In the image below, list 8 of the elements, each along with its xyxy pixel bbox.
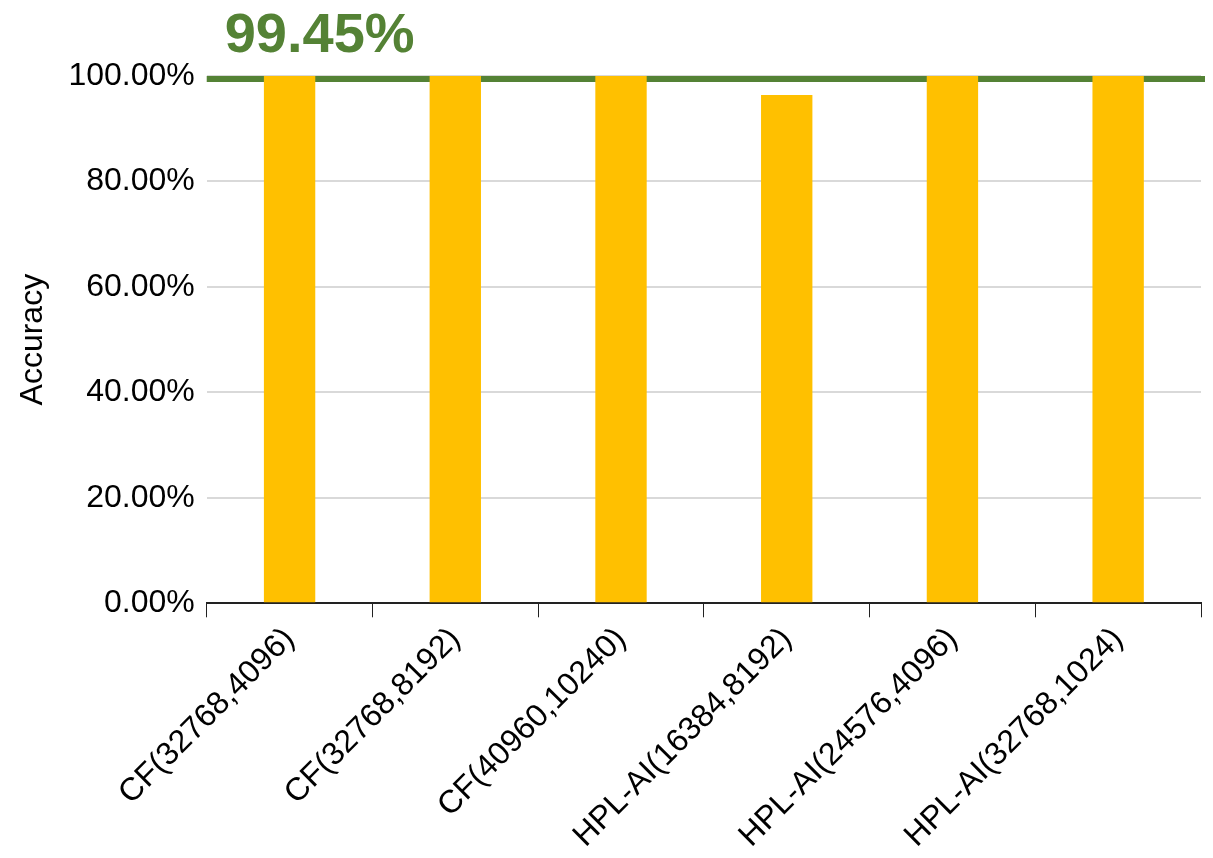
y-tick-label: 0.00% — [103, 583, 195, 620]
y-tick-label: 60.00% — [86, 266, 195, 303]
ref-line-label: 99.45% — [224, 1, 415, 65]
y-tick-label: 100.00% — [68, 55, 195, 92]
y-axis-title: Accuracy — [13, 273, 50, 406]
y-tick-label: 40.00% — [86, 372, 195, 409]
y-tick-label: 20.00% — [86, 477, 195, 514]
y-tick-label: 80.00% — [86, 161, 195, 198]
